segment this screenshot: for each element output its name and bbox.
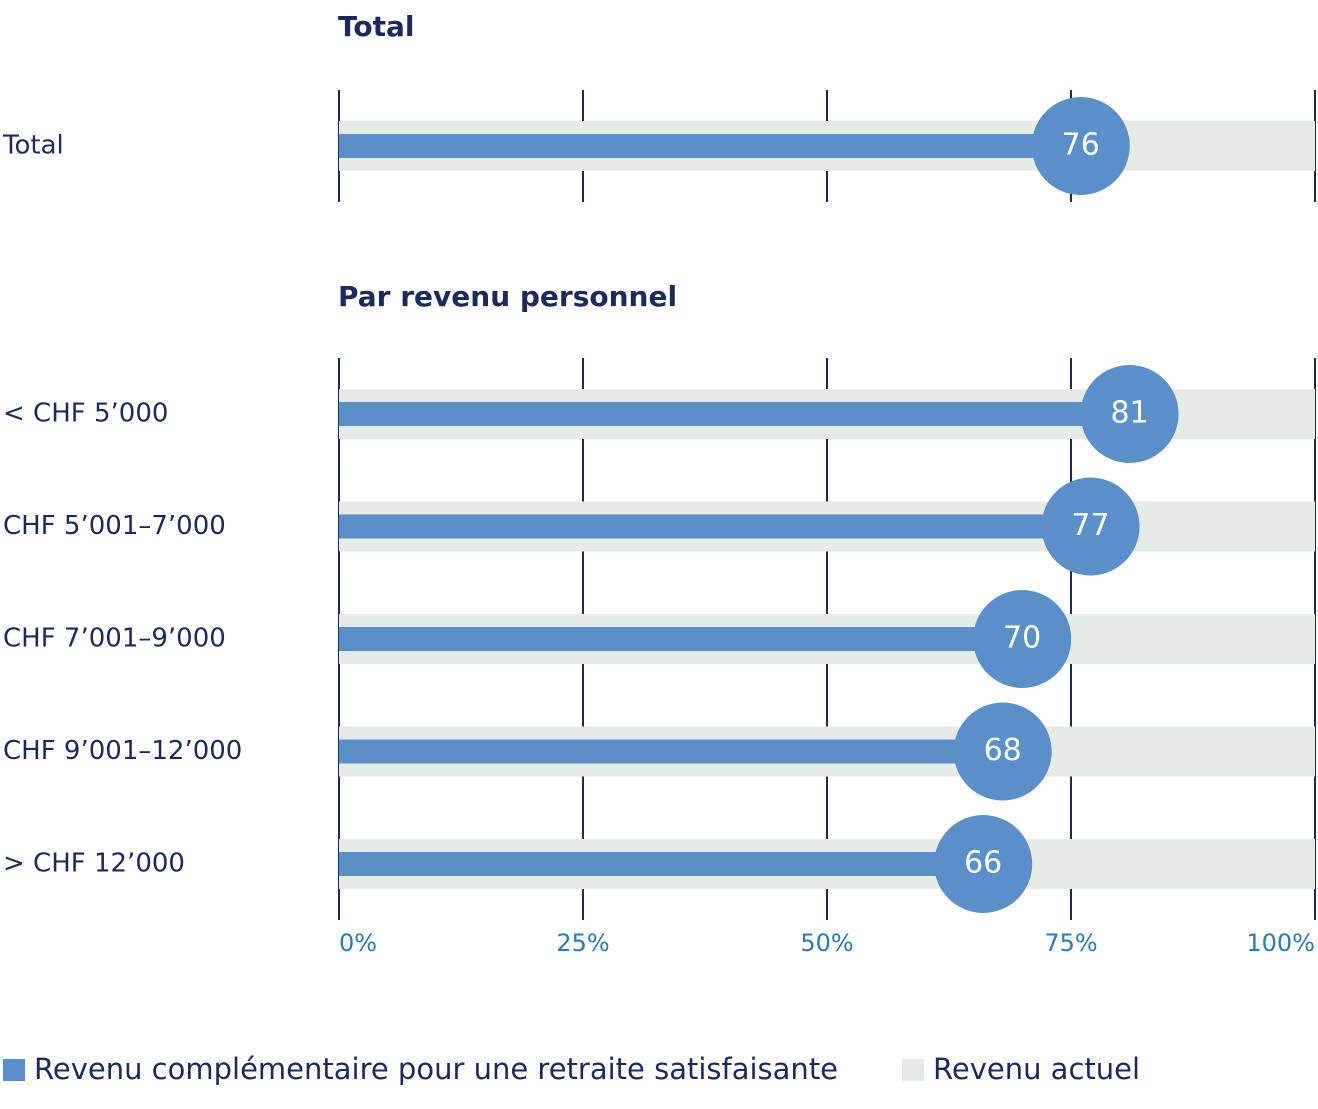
category-label: CHF 5’001–7’000 [3, 511, 226, 541]
data-label: 70 [1003, 621, 1041, 656]
legend-label: Revenu actuel [933, 1052, 1140, 1086]
legend-swatch [3, 1059, 25, 1081]
bar [339, 134, 1081, 158]
value-bubble [953, 702, 1052, 801]
bar [339, 402, 1130, 426]
category-label: CHF 9’001–12’000 [3, 736, 242, 766]
chart-title: Par revenu personnel [338, 280, 677, 313]
data-label: 68 [984, 733, 1022, 768]
x-tick-label: 100% [1246, 929, 1315, 957]
data-label: 81 [1110, 396, 1148, 431]
x-tick-label: 25% [556, 929, 609, 957]
value-bubble [1041, 477, 1140, 576]
bar [339, 514, 1091, 539]
data-label: 66 [964, 846, 1002, 881]
category-label: < CHF 5’000 [3, 399, 168, 429]
bar [339, 627, 1023, 651]
value-bubble [1080, 365, 1179, 463]
value-bubble [1031, 97, 1130, 195]
chart-title: Total [338, 10, 415, 43]
value-bubble [934, 815, 1033, 913]
legend-swatch [902, 1059, 924, 1081]
category-label: Total [2, 131, 64, 161]
legend-label: Revenu complémentaire pour une retraite … [34, 1052, 838, 1086]
x-tick-label: 50% [800, 929, 853, 957]
category-label: CHF 7’001–9’000 [3, 624, 226, 654]
category-label: > CHF 12’000 [3, 849, 185, 879]
data-label: 76 [1062, 128, 1100, 163]
value-bubble [973, 590, 1072, 688]
bar [339, 739, 1003, 764]
x-tick-label: 0% [339, 929, 377, 957]
data-label: 77 [1071, 508, 1109, 543]
bar [339, 852, 984, 876]
x-tick-label: 75% [1044, 929, 1097, 957]
